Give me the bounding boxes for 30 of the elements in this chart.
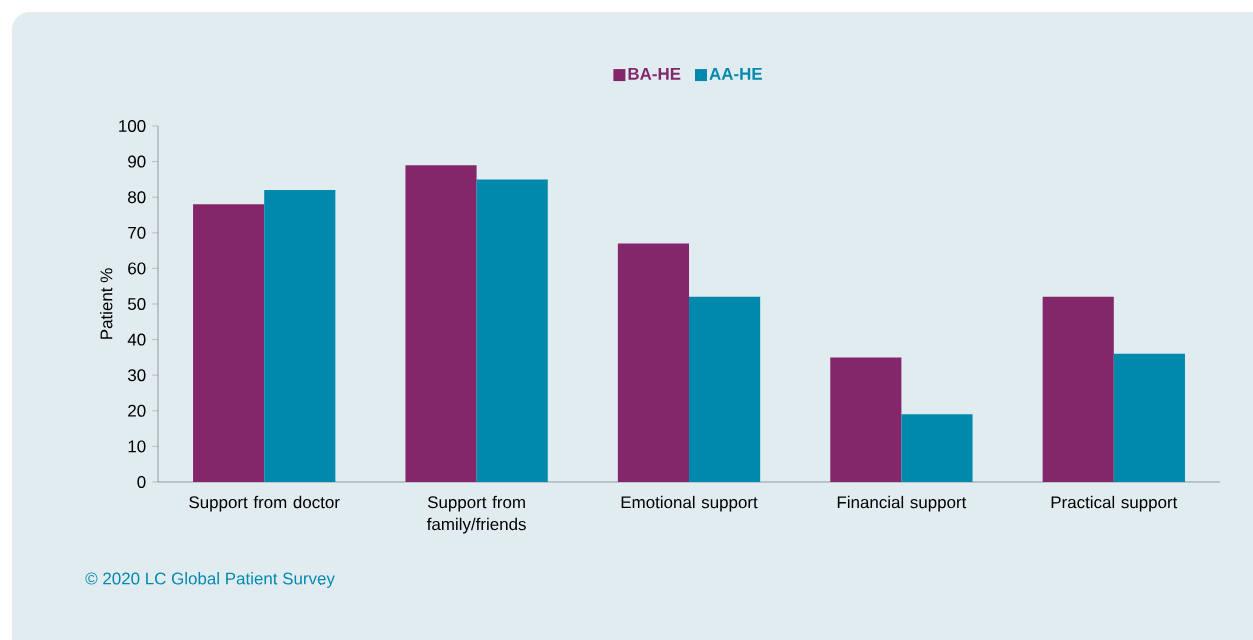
- y-axis-title: Patient %: [99, 268, 113, 339]
- x-tick-label: Support from doctor: [189, 495, 340, 512]
- legend-label: BA-HE: [628, 67, 681, 80]
- y-tick-label: 80: [128, 191, 146, 204]
- x-tick-label: Support from family/friends: [426, 495, 526, 534]
- y-tick-label: 0: [137, 475, 146, 488]
- y-tick-label: 30: [127, 369, 146, 382]
- y-tick-label: 60: [128, 262, 146, 275]
- legend-label: AA-HE: [709, 67, 762, 80]
- bar: [264, 190, 336, 482]
- bar: [476, 179, 548, 482]
- bar: [1113, 353, 1185, 482]
- bar: [617, 243, 690, 482]
- y-tick-label: 10: [128, 440, 146, 453]
- x-tick-label: Financial support: [837, 495, 967, 512]
- bar: [689, 296, 761, 482]
- y-tick-label: 100: [119, 119, 146, 132]
- x-tick-label: Practical support: [1051, 495, 1178, 512]
- bar: [901, 414, 973, 482]
- x-tick-label: Emotional support: [621, 495, 758, 512]
- y-tick-label: 50: [128, 297, 146, 310]
- y-tick-label: 40: [127, 333, 146, 346]
- y-tick-label: 90: [128, 155, 146, 168]
- bar: [405, 165, 477, 482]
- text: © 2020 LC Global Patient Survey: [85, 572, 335, 588]
- bar: [830, 357, 902, 482]
- bar: [193, 204, 265, 482]
- y-tick-label: 70: [128, 226, 146, 239]
- y-tick-label: 20: [128, 404, 146, 417]
- bar: [1042, 296, 1114, 482]
